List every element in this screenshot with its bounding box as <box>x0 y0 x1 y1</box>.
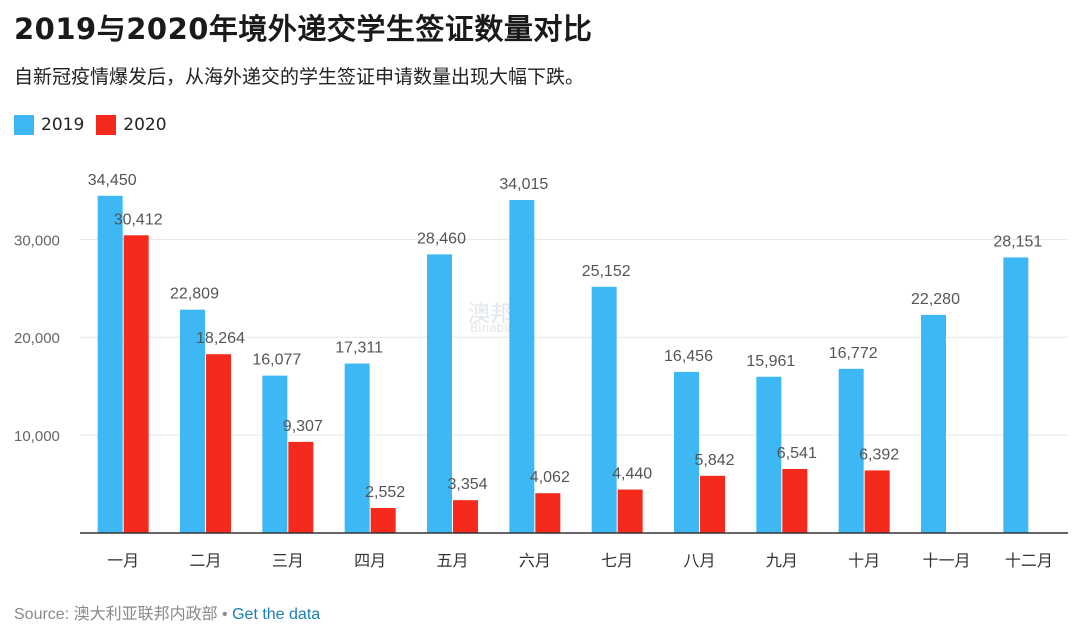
data-label-2020-6: 4,062 <box>530 469 570 486</box>
data-label-2020-1: 30,412 <box>114 211 163 228</box>
x-tick-label: 三月 <box>272 551 304 570</box>
y-tick-label: 10,000 <box>14 428 60 445</box>
data-label-2020-10: 6,392 <box>859 446 899 463</box>
bar-2020-3 <box>288 441 314 533</box>
data-label-2019-2: 22,809 <box>170 286 219 303</box>
data-label-2019-1: 34,450 <box>88 172 137 189</box>
data-label-2020-8: 5,842 <box>694 452 734 469</box>
data-label-2019-10: 16,772 <box>829 345 878 362</box>
data-label-2019-3: 16,077 <box>252 352 301 369</box>
bar-2020-1 <box>123 235 149 533</box>
bar-2020-2 <box>206 354 231 533</box>
bar-2020-7 <box>617 489 643 533</box>
chart-title: 2019与2020年境外递交学生签证数量对比 <box>14 12 593 46</box>
footer-separator: • <box>217 606 233 623</box>
bar-2019-9 <box>756 376 782 533</box>
y-tick-label: 20,000 <box>14 330 60 347</box>
bar-2020-8 <box>700 475 725 533</box>
x-tick-label: 一月 <box>107 551 139 570</box>
legend-item-2019: 2019 <box>14 115 84 135</box>
data-label-2019-5: 28,460 <box>417 230 466 247</box>
footer: Source: 澳大利亚联邦内政部 • Get the data <box>14 600 320 624</box>
bar-2019-4 <box>344 363 370 533</box>
bar-2019-7 <box>591 286 617 533</box>
data-label-2020-4: 2,552 <box>365 484 405 501</box>
data-label-2020-3: 9,307 <box>283 418 323 435</box>
bar-2019-1 <box>97 195 123 533</box>
data-label-2019-12: 28,151 <box>993 233 1042 250</box>
x-tick-label: 四月 <box>354 551 386 570</box>
legend-label-2020: 2020 <box>123 115 167 135</box>
data-label-2019-9: 15,961 <box>746 353 795 370</box>
x-tick-label: 五月 <box>436 551 468 570</box>
bar-2019-2 <box>180 309 205 533</box>
data-label-2020-9: 6,541 <box>777 445 817 462</box>
data-label-2020-5: 3,354 <box>447 476 487 493</box>
bar-2020-5 <box>453 500 478 533</box>
data-label-2019-4: 17,311 <box>335 340 383 357</box>
chart-subtitle: 自新冠疫情爆发后，从海外递交的学生签证申请数量出现大幅下跌。 <box>14 66 585 88</box>
legend-item-2020: 2020 <box>96 115 167 135</box>
legend-swatch-2020 <box>96 115 117 135</box>
x-tick-label: 十一月 <box>922 551 970 570</box>
bar-2019-5 <box>427 254 452 533</box>
bar-2020-4 <box>370 508 396 533</box>
bar-2019-10 <box>838 368 864 533</box>
data-label-2020-7: 4,440 <box>612 466 652 483</box>
data-label-2019-7: 25,152 <box>582 263 631 280</box>
source-text: Source: 澳大利亚联邦内政部 <box>14 606 218 623</box>
bar-chart: 10,000 20,000 30,000 34,450 30,412 一月 22,809 18… <box>14 172 1068 570</box>
data-label-2019-11: 22,280 <box>911 291 960 308</box>
bar-2019-3 <box>262 375 288 533</box>
x-tick-label: 七月 <box>601 551 633 570</box>
data-label-2019-6: 34,015 <box>499 176 548 193</box>
legend-label-2019: 2019 <box>41 115 85 135</box>
data-label-2020-2: 18,264 <box>196 330 245 347</box>
x-tick-label: 二月 <box>189 551 221 570</box>
bar-2019-11 <box>921 314 946 533</box>
get-the-data-link[interactable]: Get the data <box>232 606 321 623</box>
bar-2019-8 <box>674 371 699 533</box>
x-tick-label: 十二月 <box>1005 551 1053 570</box>
bar-2020-10 <box>864 470 890 533</box>
bar-2019-6 <box>509 200 535 533</box>
x-tick-label: 八月 <box>683 551 715 570</box>
x-tick-label: 六月 <box>519 551 551 570</box>
x-tick-label: 十月 <box>848 551 880 570</box>
y-tick-label: 30,000 <box>14 232 60 249</box>
legend-swatch-2019 <box>14 115 34 135</box>
bar-2020-9 <box>782 468 808 533</box>
x-tick-label: 九月 <box>766 551 798 570</box>
bar-2019-12 <box>1003 257 1029 533</box>
data-label-2019-8: 16,456 <box>664 348 713 365</box>
legend: 2019 2020 <box>14 115 179 135</box>
bar-2020-6 <box>535 493 561 533</box>
